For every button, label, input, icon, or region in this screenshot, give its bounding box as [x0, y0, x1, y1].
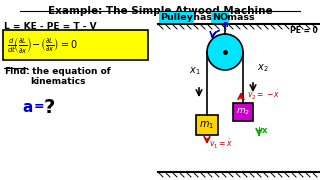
Text: $\mathbf{a}$: $\mathbf{a}$ — [22, 100, 33, 115]
Text: $v_2 = -\dot{x}$: $v_2 = -\dot{x}$ — [247, 88, 280, 102]
Text: +x: +x — [255, 126, 268, 135]
Text: the equation of: the equation of — [29, 67, 111, 76]
Text: $\frac{d}{dt}\!\left(\frac{\partial L}{\partial \dot{x}}\right)\!-\!\left(\frac{: $\frac{d}{dt}\!\left(\frac{\partial L}{\… — [7, 35, 78, 55]
Text: $x_1$: $x_1$ — [189, 65, 201, 77]
Text: PE = 0: PE = 0 — [290, 26, 318, 35]
Text: $m_1$: $m_1$ — [199, 119, 214, 131]
Text: has: has — [190, 13, 215, 22]
Bar — [196, 115, 218, 135]
Text: ?: ? — [44, 98, 55, 117]
Text: Find:: Find: — [4, 67, 30, 76]
Circle shape — [207, 34, 243, 70]
Text: L = KE - PE = T - V: L = KE - PE = T - V — [4, 22, 97, 31]
Text: $v_1 = \dot{x}$: $v_1 = \dot{x}$ — [209, 137, 233, 151]
Text: a: a — [223, 20, 228, 29]
Text: kinematics: kinematics — [30, 77, 85, 86]
Text: NO: NO — [212, 13, 228, 22]
Bar — [233, 103, 253, 121]
Text: =: = — [34, 100, 49, 113]
Text: Pulley: Pulley — [160, 13, 193, 22]
Text: Example: The Simple Atwood Machine: Example: The Simple Atwood Machine — [48, 6, 272, 16]
Text: $m_2$: $m_2$ — [236, 107, 250, 117]
Bar — [3, 30, 148, 60]
Text: mass: mass — [224, 13, 255, 22]
Text: $x_2$: $x_2$ — [257, 62, 268, 74]
